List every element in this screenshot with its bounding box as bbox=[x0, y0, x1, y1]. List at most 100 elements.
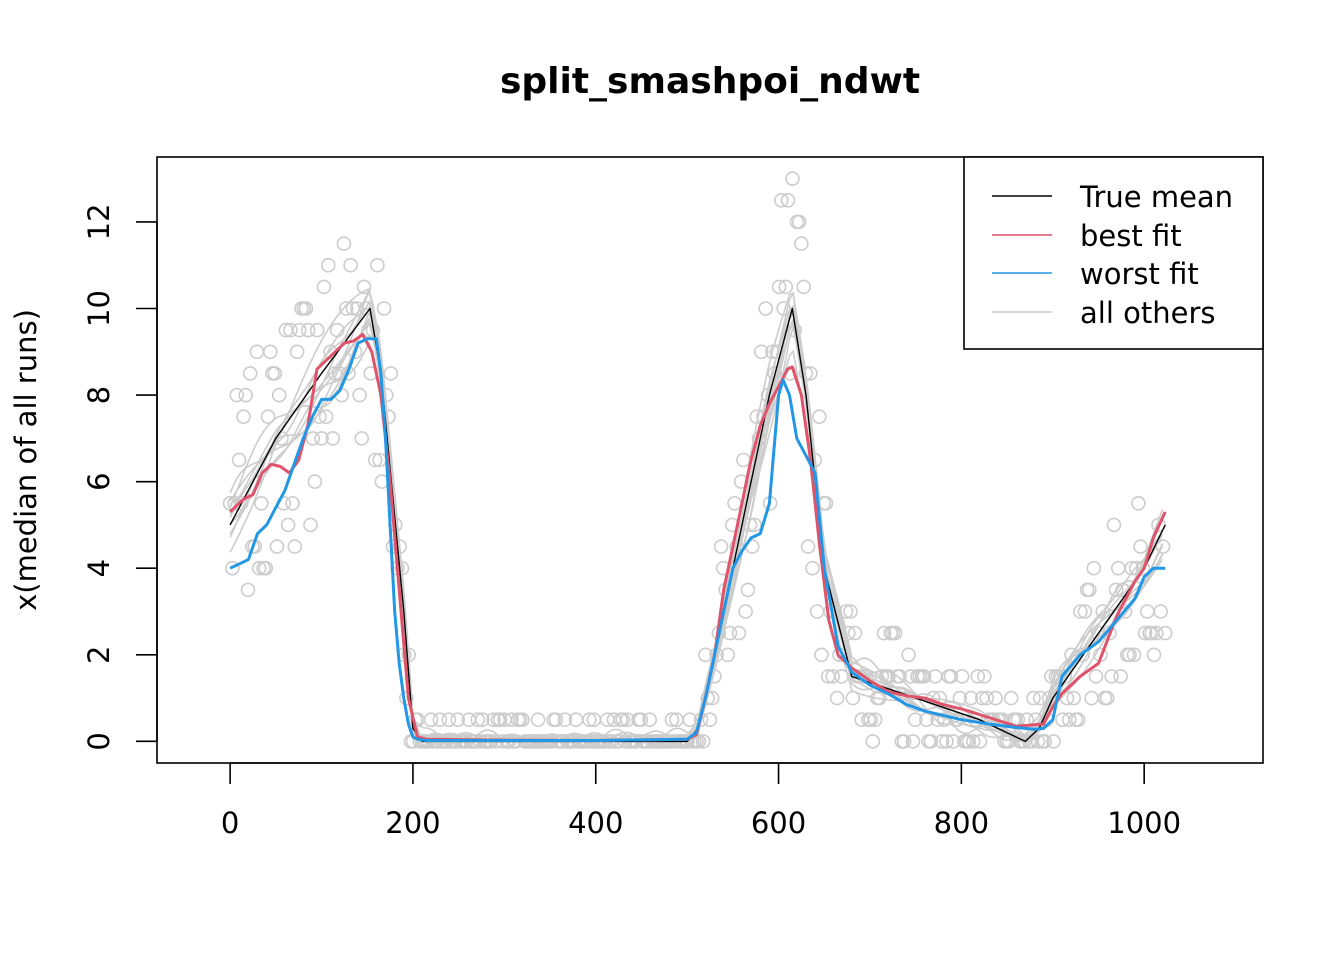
legend-box bbox=[963, 156, 1264, 350]
data-point bbox=[305, 431, 321, 446]
data-point bbox=[530, 712, 546, 728]
data-point bbox=[963, 690, 979, 706]
x-tick-label: 600 bbox=[751, 806, 806, 840]
data-point bbox=[740, 582, 756, 598]
y-tick-label: 10 bbox=[82, 290, 116, 327]
data-point bbox=[1106, 517, 1122, 533]
data-point bbox=[486, 712, 501, 728]
data-point bbox=[800, 539, 816, 554]
data-point bbox=[664, 712, 680, 728]
data-point bbox=[383, 366, 399, 381]
y-tick-label: 6 bbox=[82, 472, 116, 490]
data-point bbox=[343, 257, 358, 273]
data-point bbox=[771, 279, 787, 295]
y-tick-label: 4 bbox=[82, 559, 116, 577]
data-point bbox=[876, 625, 892, 641]
x-tick-label: 1000 bbox=[1107, 806, 1181, 840]
data-point bbox=[702, 712, 718, 728]
data-point bbox=[1113, 669, 1128, 684]
data-point bbox=[470, 712, 486, 728]
data-point bbox=[503, 712, 519, 728]
data-point bbox=[450, 712, 466, 728]
data-point bbox=[283, 322, 298, 338]
data-point bbox=[738, 604, 753, 619]
data-point bbox=[778, 279, 794, 295]
data-point bbox=[1122, 647, 1137, 663]
data-point bbox=[1026, 690, 1041, 706]
data-point bbox=[1126, 647, 1142, 663]
data-point bbox=[731, 625, 747, 641]
data-point bbox=[242, 366, 258, 381]
main-series-layer bbox=[229, 307, 1167, 743]
data-point bbox=[867, 712, 883, 728]
data-point bbox=[952, 690, 968, 706]
data-point bbox=[794, 236, 809, 251]
data-point bbox=[515, 712, 530, 728]
data-point bbox=[289, 344, 305, 360]
data-point bbox=[713, 539, 729, 554]
x-tick-label: 0 bbox=[221, 806, 239, 840]
data-point bbox=[303, 517, 318, 533]
legend-label-all-others: all others bbox=[1080, 296, 1215, 330]
data-point bbox=[965, 734, 981, 749]
data-point bbox=[695, 734, 711, 749]
data-point bbox=[977, 669, 992, 684]
data-point bbox=[758, 301, 774, 316]
data-point bbox=[262, 344, 278, 360]
data-point bbox=[1077, 604, 1093, 619]
data-point bbox=[474, 712, 490, 728]
data-point bbox=[1082, 582, 1097, 598]
legend-label-worst-fit: worst fit bbox=[1080, 257, 1199, 291]
data-point bbox=[753, 344, 769, 360]
chart-title: split_smashpoi_ndwt bbox=[500, 61, 920, 102]
data-point bbox=[887, 625, 903, 641]
data-point bbox=[318, 409, 334, 425]
data-point bbox=[254, 495, 269, 511]
data-point bbox=[1064, 647, 1079, 663]
data-point bbox=[970, 669, 986, 684]
data-point bbox=[720, 647, 736, 663]
data-point bbox=[1133, 539, 1148, 554]
y-axis: 0 2 4 6 8 10 12 bbox=[82, 203, 158, 751]
data-point bbox=[280, 517, 296, 533]
data-point bbox=[370, 257, 385, 273]
worst-fit-line bbox=[229, 337, 1166, 742]
x-tick-label: 800 bbox=[934, 806, 989, 840]
data-point bbox=[811, 409, 827, 425]
data-point bbox=[225, 560, 240, 576]
data-point bbox=[432, 712, 448, 728]
x-tick-label: 400 bbox=[568, 806, 623, 840]
data-point bbox=[1088, 669, 1104, 684]
data-point bbox=[356, 279, 372, 295]
data-point bbox=[847, 625, 863, 641]
data-point bbox=[979, 690, 995, 706]
data-point bbox=[285, 495, 300, 511]
data-point bbox=[548, 712, 564, 728]
data-point bbox=[939, 734, 954, 749]
data-point bbox=[1104, 669, 1119, 684]
data-point bbox=[352, 387, 367, 403]
data-point bbox=[901, 647, 916, 663]
data-point bbox=[258, 560, 274, 576]
data-point bbox=[934, 734, 950, 749]
data-point bbox=[231, 452, 247, 468]
data-point bbox=[291, 322, 307, 338]
data-point bbox=[287, 539, 303, 554]
data-point bbox=[557, 712, 573, 728]
data-point bbox=[633, 712, 649, 728]
data-point bbox=[988, 690, 1003, 706]
data-point bbox=[260, 409, 276, 425]
data-point bbox=[229, 387, 245, 403]
data-point bbox=[1124, 560, 1139, 576]
data-point bbox=[441, 712, 457, 728]
data-point bbox=[972, 734, 988, 749]
data-point bbox=[829, 690, 845, 706]
data-point bbox=[236, 409, 251, 425]
data-point bbox=[1137, 625, 1153, 641]
data-point bbox=[338, 301, 354, 316]
data-point bbox=[814, 647, 829, 663]
data-point bbox=[309, 322, 325, 338]
data-point bbox=[320, 257, 336, 273]
data-point bbox=[825, 669, 841, 684]
